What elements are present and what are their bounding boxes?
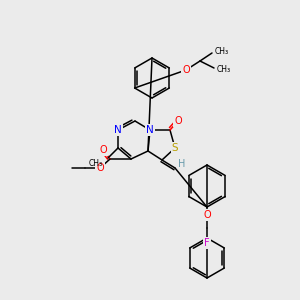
- Text: CH₃: CH₃: [215, 46, 229, 56]
- Text: O: O: [182, 65, 190, 75]
- Text: CH₃: CH₃: [89, 158, 103, 167]
- Text: H: H: [178, 159, 186, 169]
- Text: O: O: [99, 145, 107, 155]
- Text: F: F: [204, 238, 210, 248]
- Text: N: N: [146, 125, 154, 135]
- Text: S: S: [172, 143, 178, 153]
- Text: CH₃: CH₃: [217, 65, 231, 74]
- Text: O: O: [203, 210, 211, 220]
- Text: N: N: [114, 125, 122, 135]
- Text: O: O: [174, 116, 182, 126]
- Text: O: O: [96, 163, 104, 173]
